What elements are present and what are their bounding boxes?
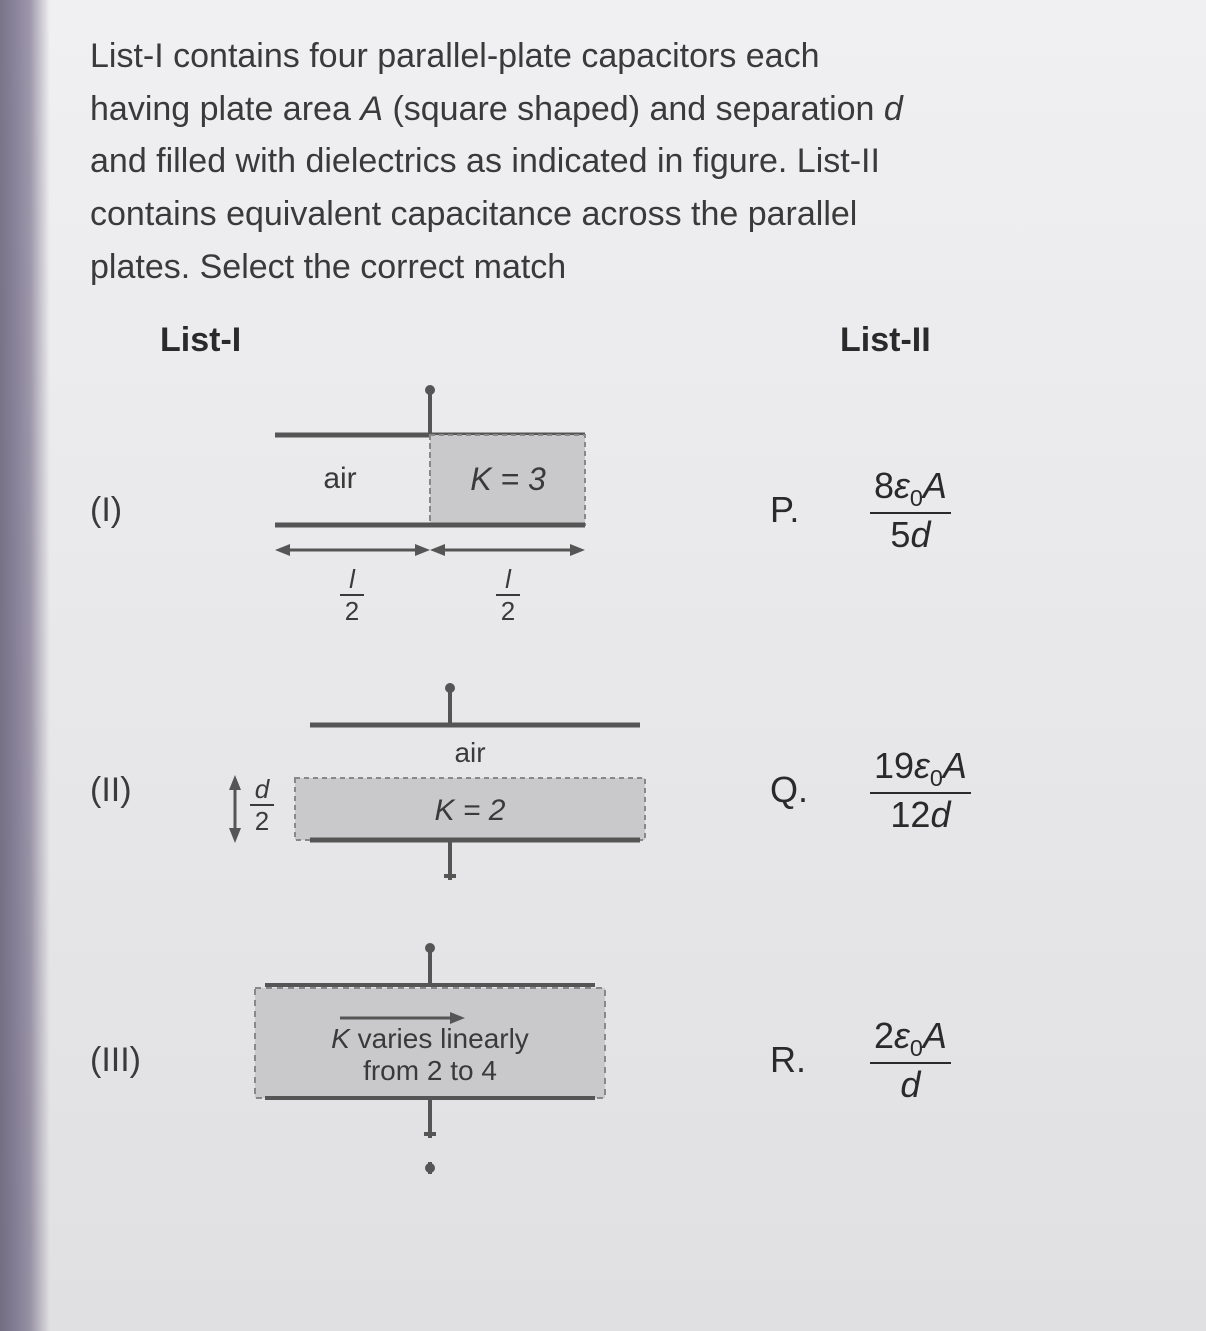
fP-coef: 8 xyxy=(874,465,894,506)
fR-eps: ε xyxy=(894,1015,910,1056)
match-row: (I) air K = 3 xyxy=(90,380,1166,640)
fP-sub: 0 xyxy=(910,485,923,511)
capacitor-fig-2: air K = 2 d 2 xyxy=(200,680,660,900)
match-row: (II) air K = 2 xyxy=(90,680,1166,900)
formula-P: 8ε0A 5d xyxy=(850,467,951,555)
capacitor-fig-3: K varies linearly from 2 to 4 xyxy=(210,940,650,1180)
q-line3: and filled with dielectrics as indicated… xyxy=(90,142,880,180)
fP-eps: ε xyxy=(894,465,910,506)
option-R: R. xyxy=(690,1039,850,1081)
q-line1: List-I contains four parallel-plate capa… xyxy=(90,37,820,75)
fP-den: 5 xyxy=(890,514,910,555)
figure-2: air K = 2 d 2 xyxy=(170,680,690,900)
svg-text:2: 2 xyxy=(255,806,269,836)
q-line2a: having plate area xyxy=(90,90,360,128)
capacitor-fig-1: air K = 3 l 2 l 2 xyxy=(220,380,640,640)
header-list2: List-II xyxy=(720,321,931,360)
fP-dvar: d xyxy=(910,514,930,555)
svg-text:d: d xyxy=(255,774,271,804)
figure-3: K varies linearly from 2 to 4 xyxy=(170,940,690,1180)
fR-coef: 2 xyxy=(874,1015,894,1056)
fP-A: A xyxy=(923,465,947,506)
formula-Q: 19ε0A 12d xyxy=(850,747,971,835)
svg-text:l: l xyxy=(349,564,356,594)
q-line2b: (square shaped) and separation xyxy=(383,90,884,128)
fQ-sub: 0 xyxy=(930,765,943,791)
page: List-I contains four parallel-plate capa… xyxy=(0,0,1206,1331)
q-var-A: A xyxy=(360,90,383,128)
roman-1: (I) xyxy=(90,491,170,530)
fig2-air: air xyxy=(454,737,485,768)
fig1-k-label: K = 3 xyxy=(470,461,546,497)
fQ-dvar: d xyxy=(930,794,950,835)
fR-sub: 0 xyxy=(910,1035,923,1061)
page-edge-shadow xyxy=(0,0,50,1331)
q-var-d: d xyxy=(884,90,903,128)
fQ-den: 12 xyxy=(890,794,930,835)
q-line5: plates. Select the correct match xyxy=(90,248,566,286)
fQ-eps: ε xyxy=(914,745,930,786)
fig3-line2: from 2 to 4 xyxy=(363,1055,497,1086)
fig2-k: K = 2 xyxy=(435,794,506,827)
fR-dvar: d xyxy=(900,1064,920,1105)
svg-text:2: 2 xyxy=(501,596,515,626)
fR-A: A xyxy=(923,1015,947,1056)
match-row: (III) K varies linearly from xyxy=(90,940,1166,1180)
option-P: P. xyxy=(690,489,850,531)
fQ-A: A xyxy=(943,745,967,786)
header-list1: List-I xyxy=(90,321,720,360)
option-Q: Q. xyxy=(690,769,850,811)
svg-text:2: 2 xyxy=(345,596,359,626)
formula-R: 2ε0A d xyxy=(850,1017,951,1105)
fQ-coef: 19 xyxy=(874,745,914,786)
q-line4: contains equivalent capacitance across t… xyxy=(90,195,857,233)
roman-3: (III) xyxy=(90,1041,170,1080)
list-headers: List-I List-II xyxy=(90,321,1166,360)
roman-2: (II) xyxy=(90,771,170,810)
fig1-air-label: air xyxy=(323,462,356,495)
svg-text:l: l xyxy=(505,564,512,594)
fig3-line1: K varies linearly xyxy=(331,1023,529,1054)
figure-1: air K = 3 l 2 l 2 xyxy=(170,380,690,640)
question-text: List-I contains four parallel-plate capa… xyxy=(90,30,1166,293)
